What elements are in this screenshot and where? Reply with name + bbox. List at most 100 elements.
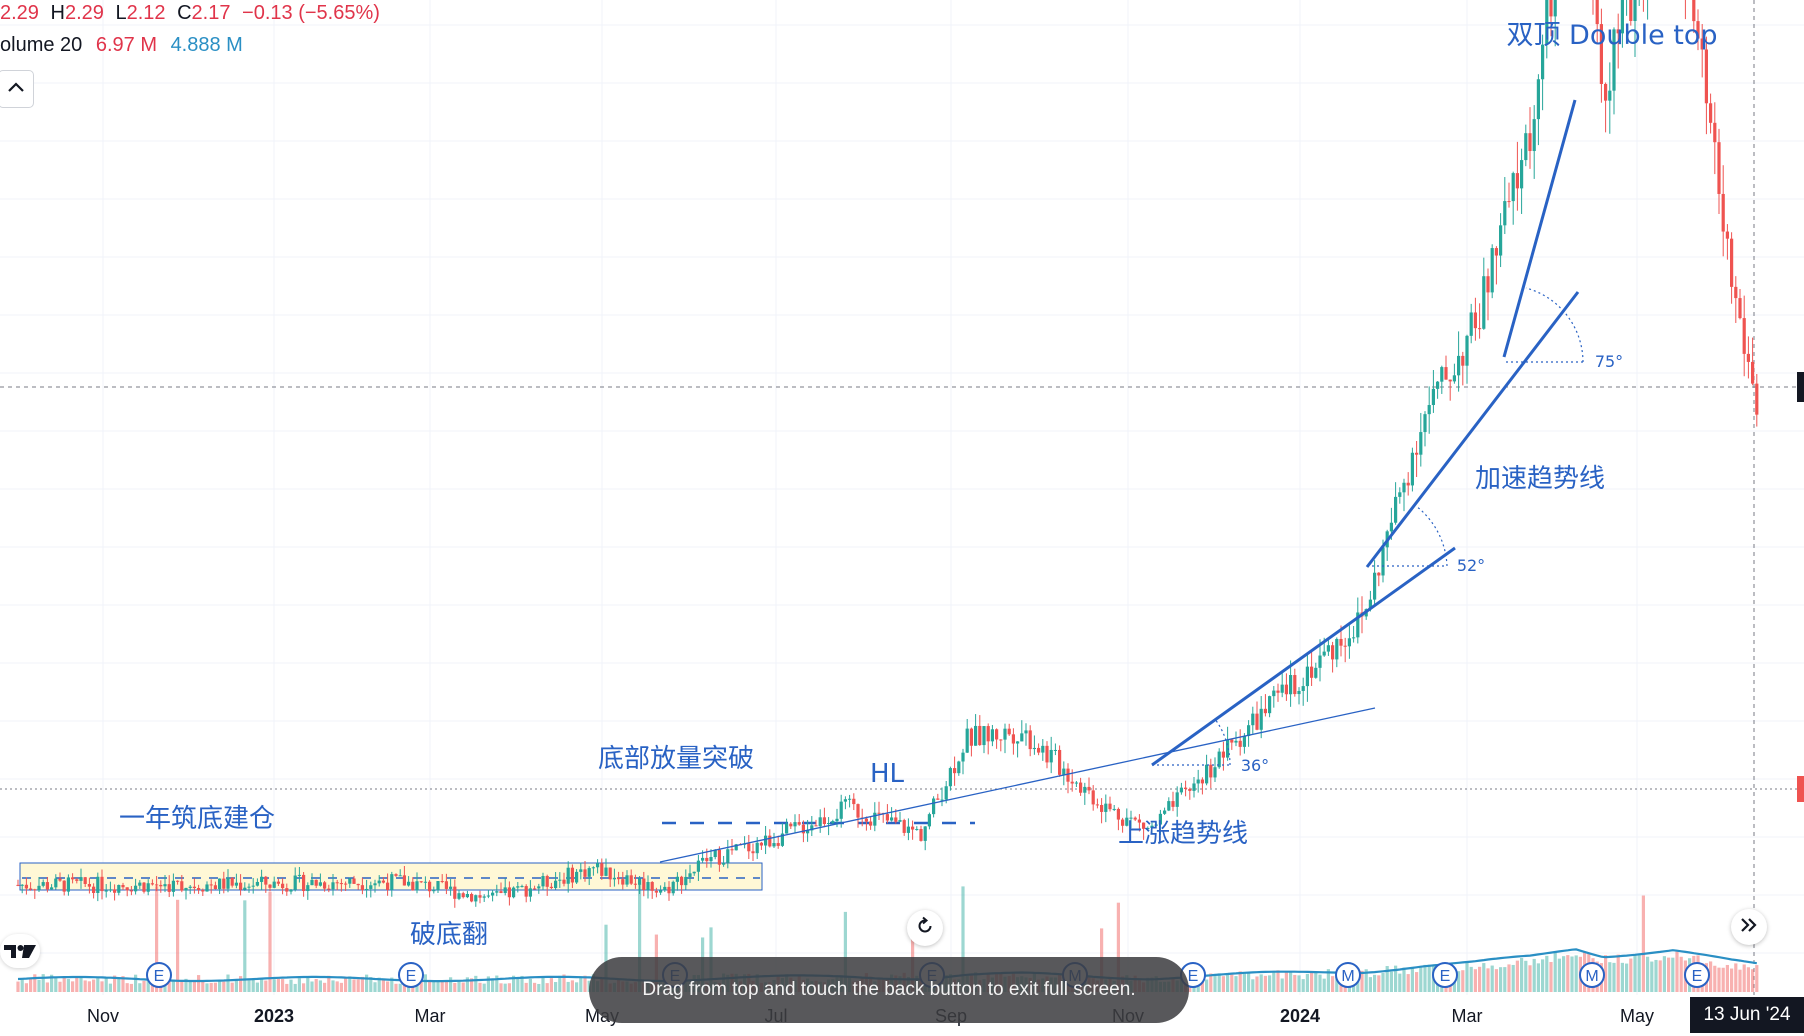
candle-body — [1427, 405, 1431, 415]
event-marker-circle[interactable] — [146, 962, 172, 988]
candle-body — [1053, 749, 1057, 751]
candle-body — [29, 888, 33, 890]
candle-body — [503, 887, 507, 894]
volume-bar — [213, 982, 217, 992]
candle-body — [155, 884, 159, 886]
legend-c-label: C — [177, 2, 192, 24]
candle-body — [969, 728, 973, 746]
collapse-legend-button[interactable] — [0, 70, 34, 108]
volume-bar — [1616, 954, 1620, 992]
event-marker-circle[interactable] — [1432, 962, 1458, 988]
volume-bar — [541, 977, 545, 992]
volume-bar — [507, 983, 511, 992]
candle-body — [1251, 713, 1255, 726]
volume-bar — [562, 974, 566, 992]
candle-body — [37, 885, 41, 891]
angle-arc-36 — [1214, 718, 1231, 766]
candle-body — [75, 879, 79, 881]
candle-body — [814, 825, 818, 827]
event-marker-circle[interactable] — [1684, 962, 1710, 988]
candle-body — [549, 886, 553, 889]
candle-body — [449, 886, 453, 889]
volume-bar — [554, 982, 558, 992]
candle-body — [113, 889, 117, 893]
candle-body — [453, 886, 457, 899]
candle-body — [297, 874, 301, 876]
volume-bar — [1528, 965, 1532, 992]
candle-body — [285, 888, 289, 892]
candle-body — [524, 886, 528, 897]
candle-body — [1486, 276, 1490, 293]
candle-body — [1045, 745, 1049, 763]
candle-body — [638, 878, 642, 885]
candle-body — [251, 885, 255, 887]
candle-body — [554, 880, 558, 889]
volume-bar — [1263, 975, 1267, 992]
candle-body — [260, 876, 264, 882]
volume-bar — [1725, 964, 1729, 992]
candle-body — [633, 883, 637, 885]
candle-body — [1318, 655, 1322, 668]
candle-body — [1112, 808, 1116, 810]
event-marker-circle[interactable] — [398, 962, 424, 988]
volume-bar — [1205, 979, 1209, 992]
volume-bar — [281, 979, 285, 992]
volume-bar — [1314, 971, 1318, 992]
volume-bar — [276, 978, 280, 992]
volume-bar — [1373, 974, 1377, 992]
candle-body — [1242, 735, 1246, 747]
candle-body — [482, 896, 486, 898]
volume-bar — [310, 981, 314, 992]
candle-body — [1730, 238, 1734, 287]
candle-body — [688, 873, 692, 877]
volume-bar — [1213, 974, 1217, 992]
candle-body — [1709, 103, 1713, 123]
candle-body — [1213, 767, 1217, 778]
volume-bar — [58, 981, 62, 992]
volume-bar — [1360, 970, 1364, 992]
scroll-to-realtime-button[interactable] — [1731, 909, 1767, 945]
candle-body — [1133, 817, 1137, 820]
volume-bar — [394, 983, 398, 992]
candle-body — [869, 821, 873, 826]
candle-body — [1003, 728, 1007, 740]
volume-bar — [1730, 968, 1734, 992]
candle-body — [696, 860, 700, 872]
candle-body — [608, 867, 612, 880]
candle-body — [1423, 414, 1427, 433]
candle-body — [247, 886, 251, 888]
candle-body — [734, 844, 738, 851]
event-marker-label: E — [154, 968, 165, 985]
volume-ma-value: 4.888 M — [170, 34, 243, 56]
candle-body — [978, 725, 982, 746]
candle-body — [1276, 690, 1280, 693]
event-marker-circle[interactable] — [1579, 962, 1605, 988]
candle-body — [831, 821, 835, 824]
volume-bar — [1272, 971, 1276, 992]
candle-body — [1074, 782, 1078, 784]
candle-body — [318, 882, 322, 886]
candle-body — [1011, 734, 1015, 744]
candle-body — [528, 888, 532, 897]
candle-body — [995, 729, 999, 740]
candle-body — [722, 862, 726, 865]
annotation-label: 上涨趋势线 — [1118, 819, 1248, 849]
volume-bar — [1247, 972, 1251, 992]
candle-body — [1024, 730, 1028, 734]
candle-body — [54, 878, 58, 888]
tradingview-logo[interactable] — [0, 934, 40, 968]
candle-body — [226, 877, 230, 889]
volume-bar — [1221, 976, 1225, 992]
candle-body — [1091, 790, 1095, 805]
candle-body — [856, 804, 860, 818]
candle-body — [159, 884, 163, 887]
candle-body — [1150, 825, 1154, 828]
volume-bar — [1671, 957, 1675, 992]
reset-chart-button[interactable] — [907, 910, 943, 946]
candle-body — [646, 882, 650, 890]
event-marker-circle[interactable] — [1335, 962, 1361, 988]
candle-body — [310, 879, 314, 886]
candle-body — [1415, 452, 1419, 455]
candle-body — [499, 891, 503, 894]
